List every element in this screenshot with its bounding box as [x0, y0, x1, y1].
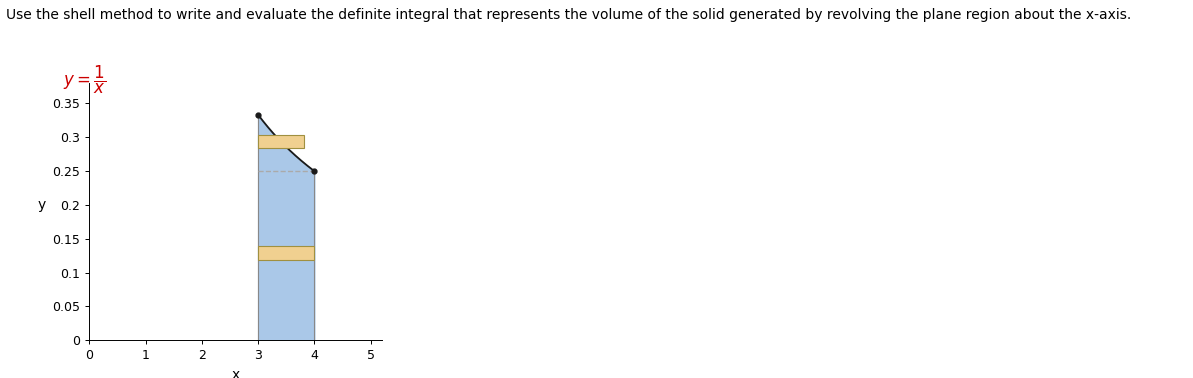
Bar — [258, 245, 314, 260]
X-axis label: x: x — [231, 368, 240, 378]
Text: Use the shell method to write and evaluate the definite integral that represents: Use the shell method to write and evalua… — [6, 8, 1131, 22]
Bar — [258, 135, 304, 148]
Y-axis label: y: y — [37, 198, 45, 212]
Text: $y = \dfrac{1}{x}$: $y = \dfrac{1}{x}$ — [63, 64, 106, 96]
